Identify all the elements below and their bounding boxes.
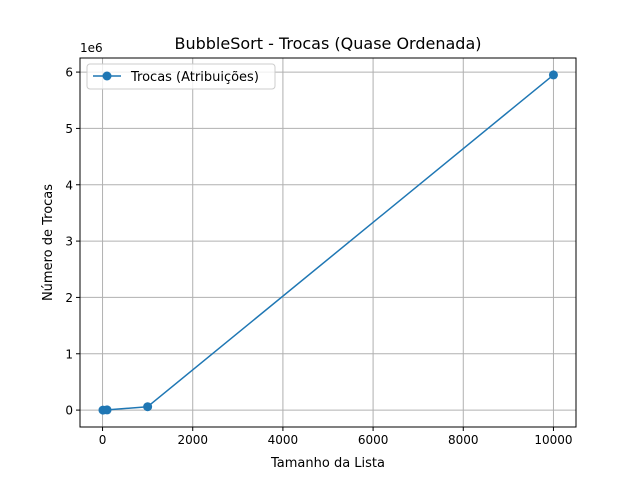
data-point <box>548 70 558 80</box>
y-axis-label: Número de Trocas <box>41 184 56 301</box>
data-point <box>102 405 112 415</box>
y-tick-label: 3 <box>65 235 73 249</box>
legend-entry-label: Trocas (Atribuições) <box>130 70 259 85</box>
x-tick-label: 8000 <box>448 433 479 447</box>
grid-lines <box>80 58 576 427</box>
y-tick-label: 0 <box>65 404 73 418</box>
legend: Trocas (Atribuições) <box>86 63 276 90</box>
data-point <box>143 402 153 412</box>
y-tick-label: 2 <box>65 291 73 305</box>
y-tick-label: 5 <box>65 122 73 136</box>
legend-marker-swatch <box>102 71 112 81</box>
plot-area-frame <box>79 57 577 428</box>
x-tick-label: 10000 <box>534 433 572 447</box>
legend-box <box>86 63 276 90</box>
y-axis-ticks: 0 1 2 3 4 5 6 <box>65 66 80 418</box>
x-tick-label: 0 <box>99 433 107 447</box>
y-tick-label: 6 <box>65 66 73 80</box>
y-axis-offset-label: 1e6 <box>80 41 103 55</box>
series-layer <box>98 70 558 415</box>
x-tick-label: 2000 <box>177 433 208 447</box>
x-axis-label: Tamanho da Lista <box>270 456 385 471</box>
chart-title: BubbleSort - Trocas (Quase Ordenada) <box>174 34 481 53</box>
x-axis-ticks: 0 2000 4000 6000 8000 10000 <box>99 427 573 447</box>
y-tick-label: 4 <box>65 178 73 192</box>
x-tick-label: 4000 <box>268 433 299 447</box>
y-tick-label: 1 <box>65 347 73 361</box>
x-tick-label: 6000 <box>358 433 389 447</box>
